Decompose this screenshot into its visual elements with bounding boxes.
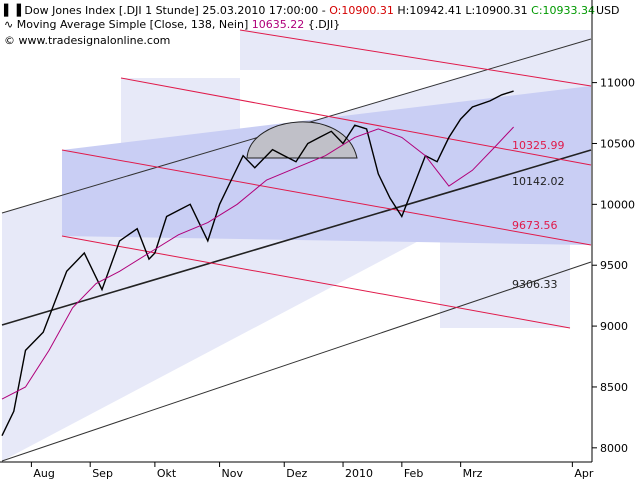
x-tick-label: Mrz [463, 467, 483, 480]
header-line-3: © www.tradesignalonline.com [4, 34, 170, 47]
instrument-label: Dow Jones Index [.DJI 1 Stunde] 25.03.20… [24, 4, 329, 17]
low-value: L:10900.31 [465, 4, 527, 17]
x-tick-label: Dez [286, 467, 307, 480]
y-tick-label: 11000 [600, 77, 635, 90]
x-tick-label: Aug [33, 467, 54, 480]
y-tick-label: 9500 [600, 259, 628, 272]
ma-label: Moving Average Simple [Close, 138, Nein] [17, 18, 252, 31]
header-line-1: ▌▐ Dow Jones Index [.DJI 1 Stunde] 25.03… [3, 3, 595, 17]
level-label-10325: 10325.99 [512, 139, 565, 152]
currency-label: USD [596, 4, 620, 17]
x-tick-label: Okt [157, 467, 177, 480]
upper-extension-fill [240, 30, 591, 70]
x-tick-label: 2010 [345, 467, 373, 480]
channel-lower-line [1, 261, 592, 462]
y-tick-label: 8000 [600, 442, 628, 455]
y-axis-ticks: 11000 10500 10000 9500 9000 8500 8000 [592, 77, 635, 455]
red-channel-line-1 [239, 29, 592, 87]
bar-chart-icon: ▌▐ [3, 3, 24, 17]
moving-average-icon: ∿ [4, 18, 17, 31]
x-tick-label: Apr [574, 467, 594, 480]
series-layer [1, 90, 514, 437]
level-label-9306: 9306.33 [512, 278, 558, 291]
y-tick-label: 10000 [600, 198, 635, 211]
close-value: C:10933.34 [531, 4, 595, 17]
copyright-icon: © [4, 34, 19, 47]
x-tick-label: Nov [222, 467, 244, 480]
rounding-top-arc [246, 121, 358, 159]
ma-suffix: {.DJI} [308, 18, 340, 31]
y-tick-label: 10500 [600, 137, 635, 150]
open-value: O:10900.31 [329, 4, 394, 17]
x-tick-label: Sep [92, 467, 113, 480]
ma-value: 10635.22 [252, 18, 305, 31]
y-tick-label: 9000 [600, 320, 628, 333]
channel-mid-line [1, 149, 592, 326]
red-channel-line-2 [120, 77, 592, 166]
x-axis-ticks: Aug Sep Okt Nov Dez 2010 Feb Mrz Apr [30, 462, 594, 480]
moving-average-line [1, 126, 514, 400]
level-label-10142: 10142.02 [512, 175, 565, 188]
header-line-2: ∿ Moving Average Simple [Close, 138, Nei… [4, 18, 340, 31]
level-label-9673: 9673.56 [512, 219, 558, 232]
chart-header: ▌▐ Dow Jones Index [.DJI 1 Stunde] 25.03… [3, 3, 595, 47]
x-tick-label: Feb [404, 467, 423, 480]
high-value: H:10942.41 [397, 4, 461, 17]
red-channel-line-3 [61, 149, 592, 246]
y-tick-label: 8500 [600, 381, 628, 394]
right-extension-fill [440, 240, 570, 328]
inner-channel-fill [62, 86, 591, 245]
website-link: www.tradesignalonline.com [19, 34, 171, 47]
